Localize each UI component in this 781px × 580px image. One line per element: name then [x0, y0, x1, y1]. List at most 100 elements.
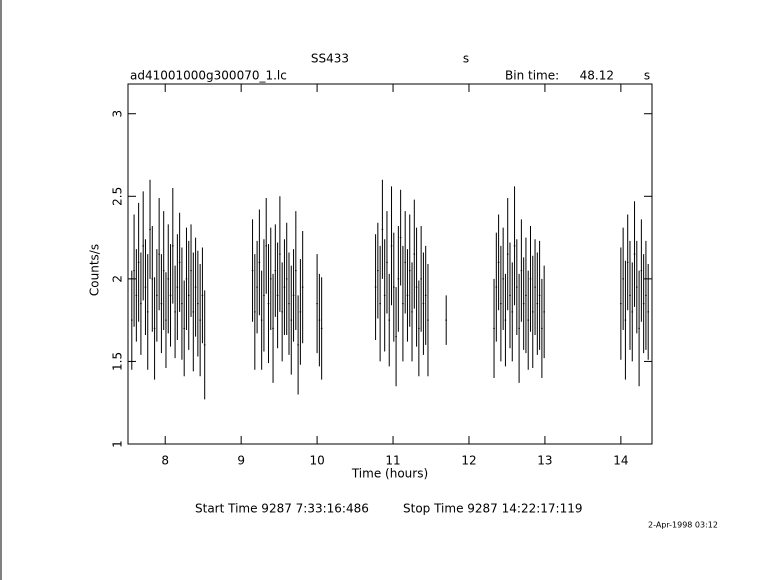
error-bar	[411, 262, 413, 362]
error-bar	[645, 240, 647, 350]
error-bar	[647, 264, 650, 360]
error-bar	[620, 247, 622, 360]
error-bar	[158, 197, 160, 311]
y-tick-label: 3	[111, 110, 125, 118]
error-bar	[516, 239, 518, 336]
x-tick-label: 11	[385, 454, 400, 468]
error-bar	[629, 240, 631, 350]
error-bar	[165, 272, 167, 369]
start-time: Start Time 9287 7:33:16:486	[195, 502, 369, 516]
error-bar	[531, 255, 534, 369]
error-bar	[192, 252, 195, 372]
error-bar	[153, 277, 156, 380]
error-bar	[299, 259, 302, 365]
error-bar	[151, 226, 154, 332]
error-bar	[504, 273, 507, 367]
error-bar	[254, 254, 256, 370]
error-bar	[135, 249, 138, 342]
chart-title: SS433	[311, 52, 349, 66]
error-bar	[281, 262, 283, 362]
error-bar	[199, 264, 201, 377]
error-bar	[502, 227, 504, 331]
error-bar	[402, 245, 404, 362]
error-bar	[297, 295, 299, 395]
error-bar	[149, 179, 151, 279]
error-bar	[413, 199, 416, 309]
error-bar	[424, 245, 427, 345]
error-bar	[144, 239, 147, 336]
error-bar	[283, 239, 286, 336]
x-tick-label: 9	[237, 454, 245, 468]
error-bar	[638, 270, 640, 387]
error-bar	[318, 273, 321, 367]
error-bar	[640, 219, 643, 322]
x-tick-label: 13	[537, 454, 552, 468]
error-bar	[495, 232, 498, 342]
error-bar	[493, 278, 495, 378]
error-bar	[418, 280, 420, 377]
error-bar	[390, 186, 393, 306]
error-bar	[295, 211, 297, 331]
error-bar	[399, 189, 402, 286]
error-bar	[522, 257, 525, 350]
error-bar	[509, 242, 511, 349]
bin-time: 48.12	[580, 69, 614, 83]
error-bar	[292, 249, 295, 342]
error-bar	[511, 262, 514, 362]
error-bar	[251, 219, 254, 322]
error-bar	[260, 270, 263, 370]
error-bar	[631, 262, 634, 362]
error-bar	[290, 265, 293, 375]
error-bar	[185, 227, 188, 331]
error-bar	[397, 226, 400, 332]
error-bar	[506, 197, 509, 311]
error-bar	[265, 197, 268, 294]
x-tick-label: 10	[309, 454, 324, 468]
error-bar	[301, 230, 304, 344]
bin-time-unit: s	[644, 69, 650, 83]
error-bar	[377, 222, 379, 319]
error-bar	[169, 244, 172, 347]
error-bar	[156, 249, 158, 342]
error-bar	[320, 277, 323, 380]
error-bar	[497, 214, 500, 311]
error-bar	[386, 211, 388, 314]
error-bar	[520, 219, 523, 322]
error-bar	[395, 287, 397, 387]
error-bar	[379, 245, 381, 362]
error-bar	[190, 224, 192, 317]
error-bar	[194, 237, 197, 337]
stop-time: Stop Time 9287 14:22:17:119	[403, 502, 582, 516]
x-tick-label: 14	[613, 454, 628, 468]
bin-time-label: Bin time:	[505, 69, 559, 83]
error-bar	[167, 224, 170, 334]
x-tick-label: 8	[161, 454, 169, 468]
error-bar	[642, 254, 645, 354]
error-bar	[518, 273, 520, 383]
x-tick-label: 12	[461, 454, 476, 468]
error-bar	[415, 227, 418, 347]
error-bar	[408, 214, 411, 327]
error-bar	[633, 201, 636, 307]
error-bar	[256, 240, 258, 334]
error-bar	[388, 273, 391, 367]
y-tick-label: 2.5	[111, 187, 125, 206]
x-axis-label: Time (hours)	[351, 467, 428, 481]
error-bar	[137, 202, 140, 322]
error-bar	[427, 264, 429, 377]
error-bar	[624, 260, 627, 380]
error-bar	[513, 186, 516, 306]
error-bar	[538, 240, 541, 350]
error-bar	[146, 254, 149, 370]
error-bar	[536, 252, 539, 355]
title-unit: s	[463, 52, 469, 66]
error-bar	[176, 234, 179, 340]
date: 2-Apr-1998 03:12	[648, 521, 718, 530]
error-bar	[316, 254, 318, 354]
error-bar	[392, 232, 395, 342]
error-bar	[267, 244, 270, 364]
error-bar	[172, 188, 174, 304]
error-bar	[622, 227, 624, 331]
y-axis-label: Counts/s	[88, 244, 102, 296]
